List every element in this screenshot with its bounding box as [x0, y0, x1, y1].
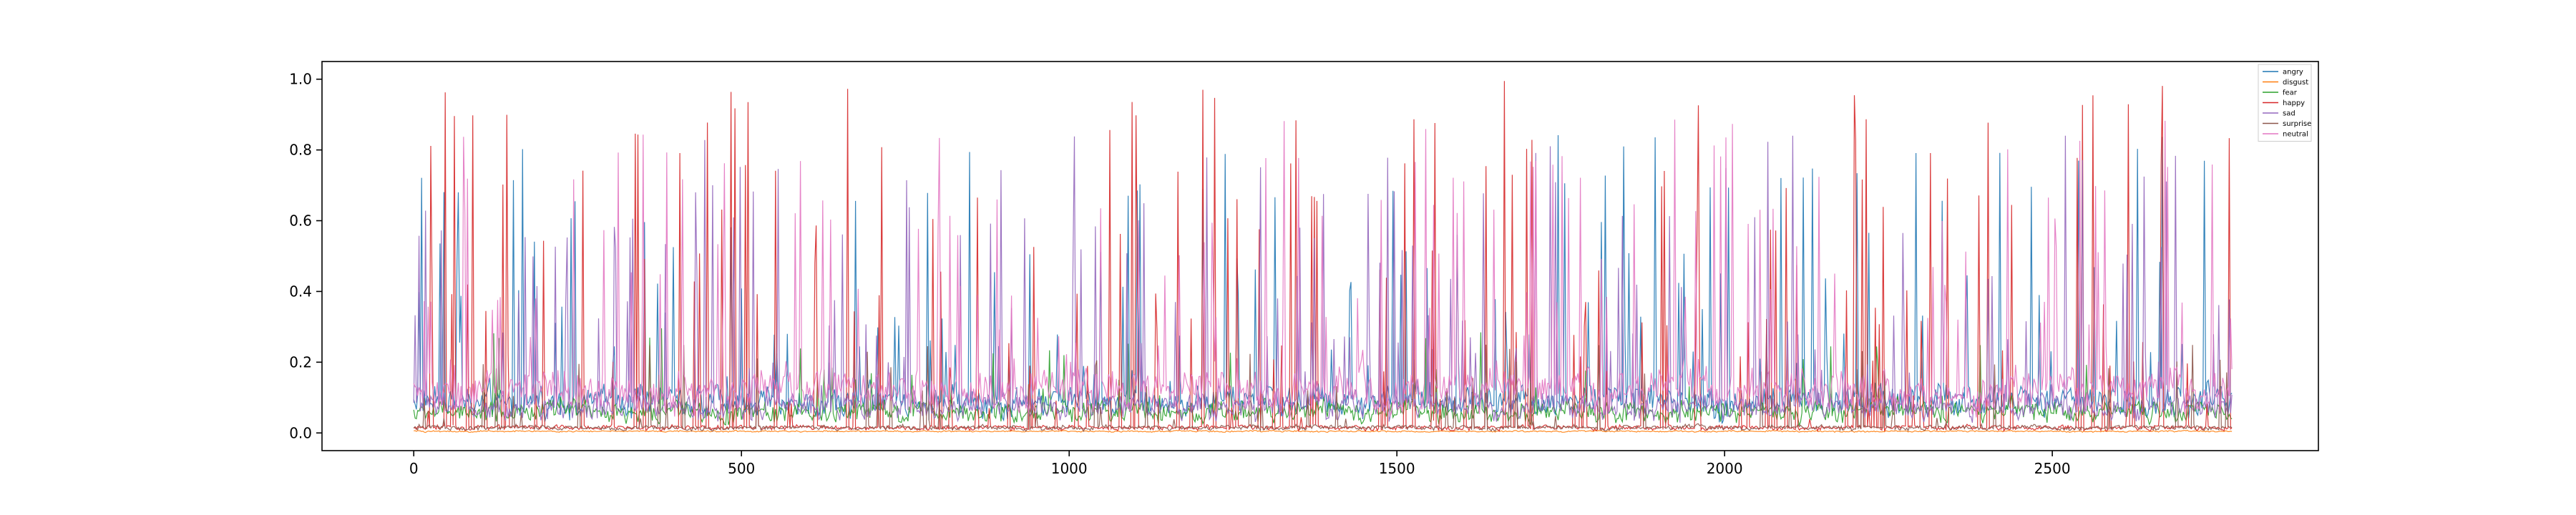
legend-label-angry: angry [2283, 69, 2303, 77]
legend-label-happy: happy [2283, 99, 2305, 107]
y-tick-label-0.2: 0.2 [289, 353, 312, 371]
y-tick-label-0.8: 0.8 [289, 142, 312, 159]
x-tick-label-1000: 1000 [1051, 460, 1088, 477]
y-axis: 0.0 0.2 0.4 0.6 0.8 1.0 [289, 71, 322, 441]
legend-label-neutral: neutral [2283, 131, 2308, 139]
legend-label-disgust: disgust [2283, 79, 2308, 87]
series-line-surprise [413, 344, 2233, 433]
x-tick-label-1500: 1500 [1379, 460, 1415, 477]
x-tick-label-2000: 2000 [1707, 460, 1743, 477]
legend-label-surprise: surprise [2283, 120, 2311, 128]
series-line-disgust [414, 429, 2233, 433]
x-tick-label-2500: 2500 [2034, 460, 2071, 477]
y-tick-label-1.0: 1.0 [289, 71, 312, 88]
x-tick-label-500: 500 [728, 460, 755, 477]
series-line-neutral [413, 119, 2233, 420]
legend-label-sad: sad [2283, 110, 2296, 118]
y-tick-label-0.0: 0.0 [289, 424, 312, 441]
x-tick-label-0: 0 [409, 460, 419, 477]
plot-frame [321, 61, 2319, 451]
series-layer [413, 81, 2233, 433]
legend: angry disgust fear happy sad surprise neutral [2258, 64, 2312, 142]
x-axis: 0 500 1000 1500 2000 2500 [409, 451, 2071, 477]
y-tick-label-0.6: 0.6 [289, 212, 312, 230]
y-tick-label-0.4: 0.4 [289, 283, 312, 300]
legend-label-fear: fear [2283, 89, 2298, 97]
